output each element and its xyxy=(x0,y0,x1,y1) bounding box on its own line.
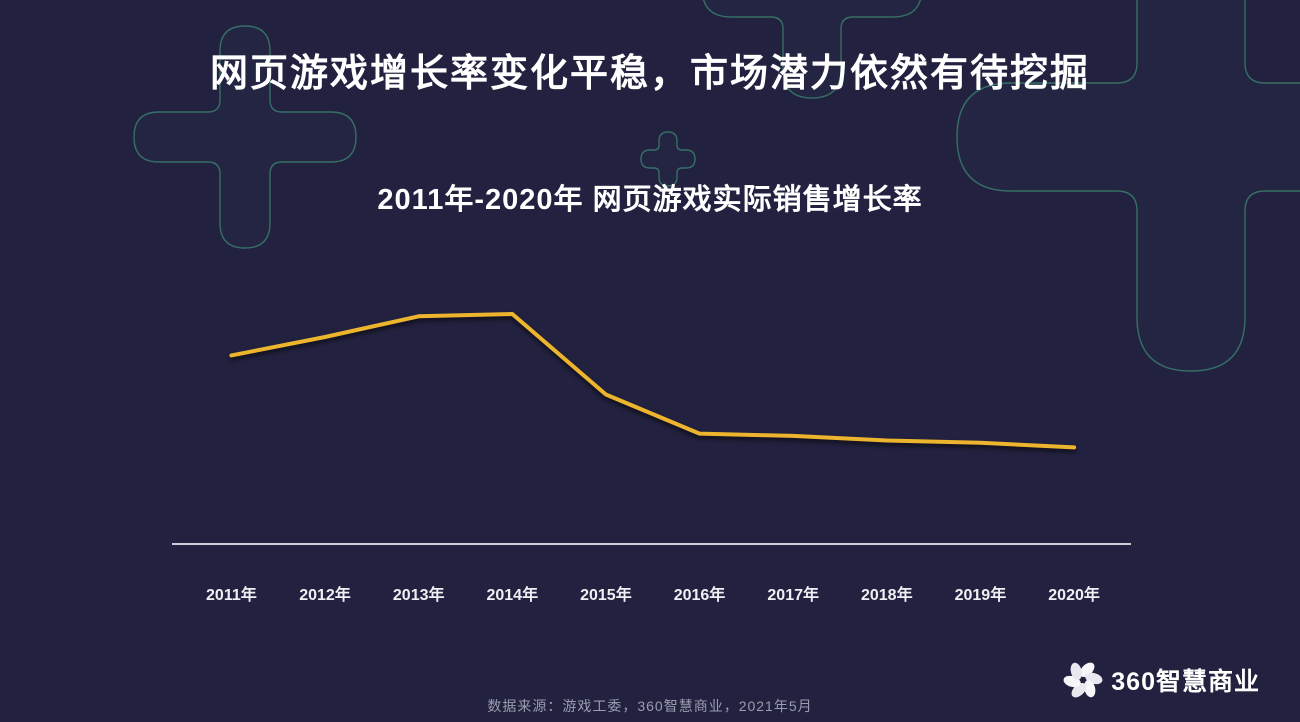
x-axis-label: 2016年 xyxy=(674,585,726,604)
x-axis-label: 2011年 xyxy=(206,585,257,604)
plus-outline-icon-small xyxy=(640,131,696,187)
x-axis-label: 2012年 xyxy=(299,585,351,604)
360-pinwheel-flower-icon xyxy=(1063,662,1103,698)
x-axis-label: 2018年 xyxy=(861,585,913,604)
growth-line-series xyxy=(229,312,1077,450)
plus-outline-icon xyxy=(133,25,357,249)
chart-title: 2011年-2020年 网页游戏实际销售增长率 xyxy=(377,184,923,216)
data-source-note: 数据来源：游戏工委，360智慧商业，2021年5月 xyxy=(487,698,813,714)
plus-outline-icon-top xyxy=(702,0,922,99)
x-axis-label: 2013年 xyxy=(393,585,445,604)
slide-title: 网页游戏增长率变化平稳，市场潜力依然有待挖掘 xyxy=(209,53,1090,95)
pinwheel-petal xyxy=(1084,680,1096,698)
x-axis-label: 2020年 xyxy=(1048,585,1100,604)
x-axis-label: 2014年 xyxy=(486,585,538,604)
x-axis-labels: 2011年 2012年 2013年 2014年 2015年 2016年 2017年 2018年… xyxy=(206,585,1100,604)
brand-logo: 360智慧商业 xyxy=(1062,658,1260,702)
x-axis-label: 2019年 xyxy=(955,585,1007,604)
brand-logo-text: 360智慧商业 xyxy=(1111,668,1260,696)
x-axis-label: 2015年 xyxy=(580,585,632,604)
x-axis-label: 2017年 xyxy=(767,585,819,604)
pinwheel-petal xyxy=(1070,662,1083,680)
plus-outline-icon-giant xyxy=(956,0,1300,372)
